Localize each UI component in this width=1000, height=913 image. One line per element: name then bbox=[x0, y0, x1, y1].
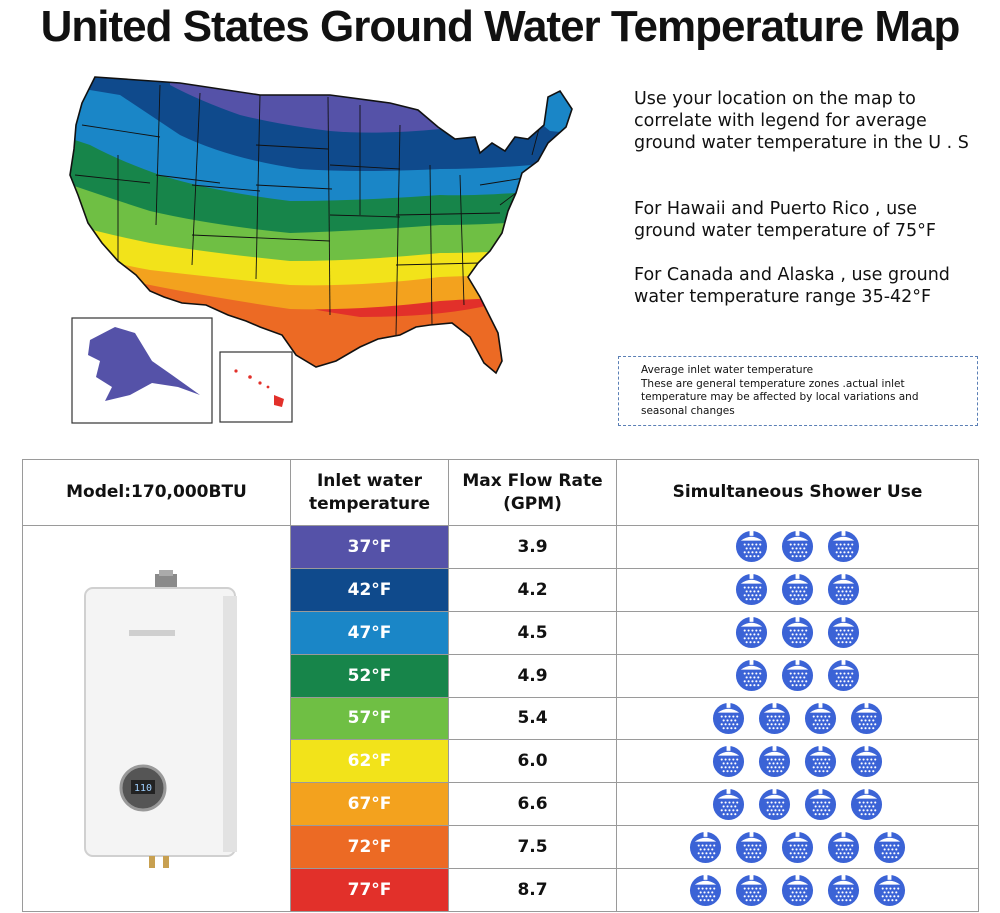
note-body: These are general temperature zones .act… bbox=[641, 377, 919, 417]
shower-head-icon bbox=[735, 874, 768, 906]
shower-head-icon bbox=[873, 831, 906, 863]
shower-head-icon bbox=[827, 831, 860, 863]
inlet-temp-cell: 67°F bbox=[290, 782, 449, 827]
inlet-temp-cell: 57°F bbox=[290, 696, 449, 741]
shower-head-icon bbox=[827, 874, 860, 906]
inlet-temp-cell: 37°F bbox=[290, 525, 449, 569]
flow-rate-cell: 4.2 bbox=[448, 567, 617, 612]
hawaii-note-text: For Hawaii and Puerto Rico , use ground … bbox=[634, 199, 936, 241]
shower-head-icon bbox=[804, 788, 837, 820]
shower-head-icon bbox=[758, 745, 791, 777]
inlet-temp-cell: 77°F bbox=[290, 868, 449, 912]
flow-rate-cell: 4.5 bbox=[448, 610, 617, 655]
shower-use-cell bbox=[616, 567, 979, 612]
shower-head-icon bbox=[850, 702, 883, 734]
model-header: Model:170,000BTU bbox=[22, 459, 291, 526]
shower-head-icon bbox=[689, 874, 722, 906]
shower-head-icon bbox=[712, 788, 745, 820]
heater-display-value: 110 bbox=[134, 783, 152, 794]
shower-head-icon bbox=[873, 874, 906, 906]
flow-rate-header: Max Flow Rate (GPM) bbox=[448, 459, 617, 526]
inlet-temp-cell: 62°F bbox=[290, 739, 449, 784]
temperature-zone-note: Average inlet water temperature These ar… bbox=[618, 356, 978, 426]
shower-head-icon bbox=[712, 702, 745, 734]
flow-rate-cell: 7.5 bbox=[448, 825, 617, 869]
inlet-temp-cell: 47°F bbox=[290, 610, 449, 655]
table-row: 77°F 8.7 bbox=[23, 868, 979, 912]
shower-head-icon bbox=[781, 574, 814, 606]
note-title: Average inlet water temperature bbox=[641, 364, 814, 376]
shower-use-cell bbox=[616, 825, 979, 869]
shower-use-cell bbox=[616, 782, 979, 827]
shower-head-icon bbox=[781, 617, 814, 649]
table-row: 42°F 4.2 bbox=[23, 567, 979, 612]
table-row: 67°F 6.6 bbox=[23, 782, 979, 827]
table-row: 62°F 6.0 bbox=[23, 739, 979, 784]
inlet-temp-header: Inlet water temperature bbox=[290, 459, 449, 526]
shower-use-cell bbox=[616, 610, 979, 655]
shower-use-cell bbox=[616, 653, 979, 698]
inlet-temp-cell: 42°F bbox=[290, 567, 449, 612]
inlet-temp-cell: 72°F bbox=[290, 825, 449, 869]
shower-head-icon bbox=[735, 831, 768, 863]
shower-head-icon bbox=[827, 660, 860, 692]
water-heater-image: 110 bbox=[84, 570, 237, 868]
shower-head-icon bbox=[781, 660, 814, 692]
shower-head-icon bbox=[735, 660, 768, 692]
table-row: 110 37°F 3.9 bbox=[22, 525, 979, 912]
shower-use-cell bbox=[616, 696, 979, 741]
us-ground-water-map bbox=[60, 65, 620, 435]
canada-note-text: For Canada and Alaska , use ground water… bbox=[634, 265, 950, 307]
heater-image-cell: 110 bbox=[22, 525, 291, 912]
flow-rate-cell: 6.0 bbox=[448, 739, 617, 784]
flow-rate-cell: 5.4 bbox=[448, 696, 617, 741]
shower-head-icon bbox=[712, 745, 745, 777]
shower-head-icon bbox=[758, 788, 791, 820]
shower-use-cell bbox=[616, 739, 979, 784]
flow-rate-cell: 8.7 bbox=[448, 868, 617, 912]
shower-head-icon bbox=[735, 574, 768, 606]
flow-rate-cell: 3.9 bbox=[448, 525, 617, 569]
shower-use-cell bbox=[616, 868, 979, 912]
flow-rate-cell: 4.9 bbox=[448, 653, 617, 698]
shower-use-cell bbox=[616, 525, 979, 569]
table-row: 52°F 4.9 bbox=[23, 653, 979, 698]
shower-head-icon bbox=[735, 617, 768, 649]
table-row: 72°F 7.5 bbox=[23, 825, 979, 869]
table-row: 47°F 4.5 bbox=[23, 610, 979, 655]
shower-head-icon bbox=[781, 531, 814, 563]
shower-head-icon bbox=[804, 702, 837, 734]
shower-head-icon bbox=[689, 831, 722, 863]
shower-head-icon bbox=[781, 874, 814, 906]
shower-head-icon bbox=[850, 788, 883, 820]
flow-rate-table: Model:170,000BTU Inlet water temperature… bbox=[22, 459, 979, 912]
shower-head-icon bbox=[804, 745, 837, 777]
shower-head-icon bbox=[827, 574, 860, 606]
shower-head-icon bbox=[827, 617, 860, 649]
shower-head-icon bbox=[758, 702, 791, 734]
shower-head-icon bbox=[735, 531, 768, 563]
page-title: United States Ground Water Temperature M… bbox=[40, 2, 961, 51]
shower-head-icon bbox=[827, 531, 860, 563]
shower-use-header: Simultaneous Shower Use bbox=[616, 459, 979, 526]
flow-rate-cell: 6.6 bbox=[448, 782, 617, 827]
map-instruction-text: Use your location on the map to correlat… bbox=[634, 89, 969, 153]
shower-head-icon bbox=[781, 831, 814, 863]
inlet-temp-cell: 52°F bbox=[290, 653, 449, 698]
shower-head-icon bbox=[850, 745, 883, 777]
